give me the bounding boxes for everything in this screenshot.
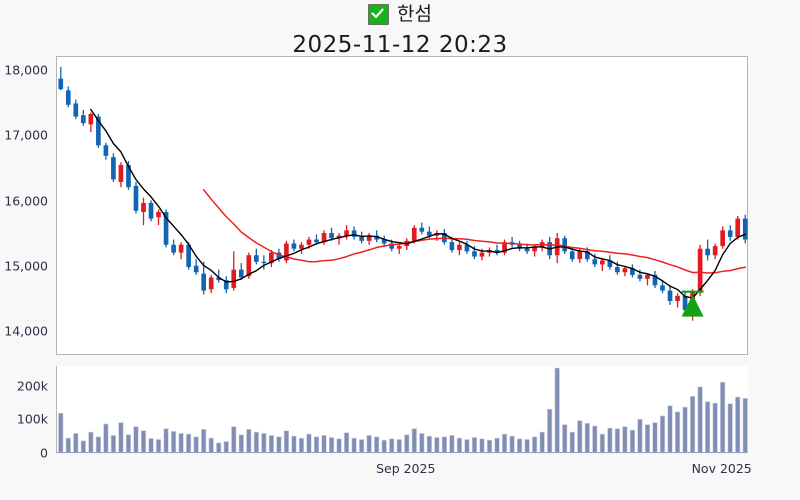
price-axis-tick: 14,000: [4, 323, 48, 339]
date-axis-tick: Nov 2025: [691, 461, 752, 476]
volume-chart-panel[interactable]: [56, 366, 748, 454]
price-chart-panel[interactable]: [56, 56, 748, 355]
checkbox-checked-icon[interactable]: [368, 3, 390, 25]
timestamp: 2025-11-12 20:23: [292, 32, 508, 58]
price-candles-layer: [58, 66, 748, 321]
volume-bars-layer: [58, 367, 748, 454]
buy-signal-marker: [681, 290, 704, 317]
price-axis-tick: 15,000: [4, 258, 48, 274]
price-axis-tick: 18,000: [4, 62, 48, 78]
price-axis-tick: 16,000: [4, 193, 48, 209]
volume-axis-tick: 100k: [16, 411, 48, 427]
date-axis-tick: Sep 2025: [376, 461, 436, 476]
volume-axis-tick: 200k: [16, 378, 48, 394]
title-row: 한섬: [0, 0, 800, 28]
volume-axis-tick: 0: [40, 445, 48, 461]
page-title: 한섬: [397, 3, 432, 25]
price-axis-tick: 17,000: [4, 127, 48, 143]
chart-header: 한섬 2025-11-12 20:23: [0, 0, 800, 60]
